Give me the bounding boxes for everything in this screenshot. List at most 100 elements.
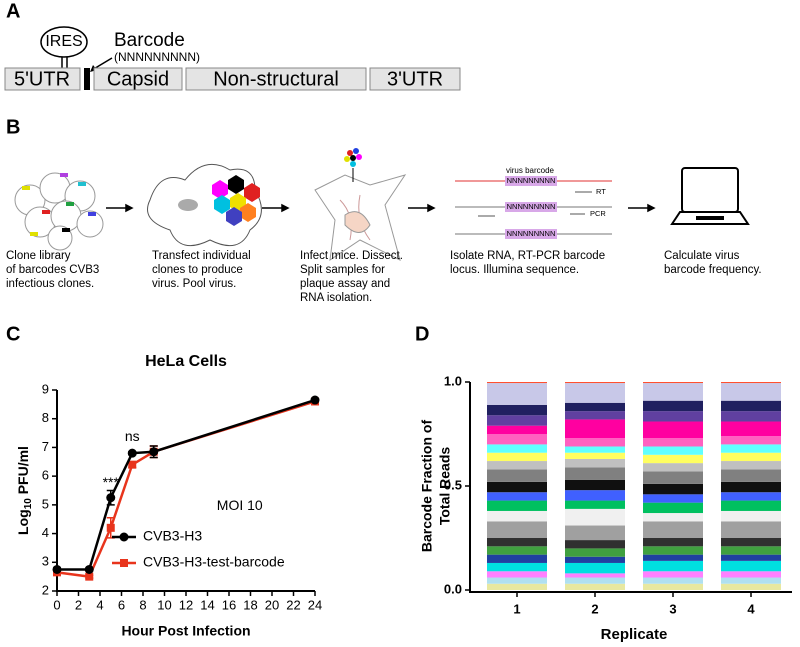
step-caption: barcode frequency. [664, 264, 762, 276]
bar-segment [721, 452, 781, 462]
legend-swatch [119, 532, 129, 542]
bar-segment [721, 577, 781, 584]
panel-letter: B [6, 116, 20, 138]
bar-segment [643, 438, 703, 447]
bar-segment [565, 525, 625, 541]
y-tick-label: 5 [42, 496, 49, 511]
genome-segment [93, 67, 183, 91]
bar-segment [487, 382, 547, 384]
marker [310, 395, 320, 405]
bar-segment [721, 481, 781, 493]
bar-segment [721, 538, 781, 547]
step-caption: clones to produce [152, 264, 243, 276]
barcode-seq: NNNNNNNNN [507, 202, 556, 211]
x-axis-label: Replicate [601, 626, 668, 643]
bar-segment [643, 446, 703, 455]
segment-label: 3'UTR [387, 68, 443, 90]
x-tick-label: 10 [157, 597, 171, 612]
virus-barcode-label: virus barcode [506, 166, 555, 175]
bar-segment [643, 471, 703, 484]
bar-segment [643, 521, 703, 538]
barcode-box [505, 176, 557, 186]
bar-segment [487, 461, 547, 470]
genome-segment [185, 67, 367, 91]
bar-segment [565, 438, 625, 447]
bar-segment [721, 469, 781, 482]
y-axis-label: Total Reads [437, 447, 453, 526]
genome-segment [369, 67, 461, 91]
bar-segment [721, 510, 781, 522]
bar-segment [487, 481, 547, 493]
nucleus [178, 199, 198, 211]
y-axis-label: Log10 PFU/ml [15, 446, 34, 535]
bar-segment [721, 436, 781, 445]
step-caption: Calculate virus [664, 250, 740, 262]
step-caption: Clone library [6, 250, 71, 262]
virus-hexagons [212, 175, 260, 226]
laptop-icon [670, 167, 750, 225]
bar-segment [487, 492, 547, 501]
bar-segment [565, 500, 625, 509]
bar-segment [721, 583, 781, 590]
x-axis-label: Hour Post Infection [121, 623, 250, 639]
x-tick-label: 6 [118, 597, 125, 612]
pcr-label: PCR [590, 209, 606, 218]
bar-segment [721, 571, 781, 578]
y-tick-label: 7 [42, 439, 49, 454]
y-tick-label: 0.5 [444, 477, 462, 492]
bar-segment [565, 411, 625, 420]
bar-segment [565, 452, 625, 459]
bar-segment [721, 400, 781, 412]
x-tick-label: 3 [669, 601, 676, 616]
y-axis-label-part: 10 [23, 498, 34, 510]
bar-segment [721, 461, 781, 470]
bar-segment [721, 444, 781, 453]
step-caption: of barcodes CVB3 [6, 264, 99, 276]
legend-label: CVB3-H3-test-barcode [143, 554, 285, 570]
x-tick-label: 18 [243, 597, 257, 612]
barcode-seq: (NNNNNNNNN) [114, 50, 200, 64]
barcode-label: Barcode [114, 30, 185, 51]
step-caption: Infect mice. Dissect. [300, 250, 403, 262]
x-tick-label: 22 [286, 597, 300, 612]
y-tick-label: 0.0 [444, 581, 462, 596]
x-tick-label: 14 [200, 597, 214, 612]
bar-segment [565, 490, 625, 501]
x-tick-label: 2 [75, 597, 82, 612]
x-tick-label: 8 [139, 597, 146, 612]
marker [85, 572, 94, 581]
bar-segment [565, 573, 625, 578]
bar-segment [565, 467, 625, 480]
x-tick-label: 2 [591, 601, 598, 616]
bar-segment [643, 502, 703, 514]
y-tick-label: 3 [42, 554, 49, 569]
bar-segment [643, 538, 703, 547]
bar-segment [721, 546, 781, 555]
bar-segment [643, 454, 703, 464]
annotation: *** [103, 474, 120, 490]
bar-segment [721, 560, 781, 572]
bar-segment [643, 577, 703, 584]
mouse-dissection-icon [314, 168, 407, 262]
marker [149, 447, 159, 457]
x-tick-label: 0 [53, 597, 60, 612]
chart-title: HeLa Cells [145, 353, 227, 370]
bar-segment [487, 538, 547, 547]
x-tick-label: 1 [513, 601, 520, 616]
bar-segment [643, 421, 703, 439]
x-tick-label: 16 [222, 597, 236, 612]
bar-segment [487, 500, 547, 511]
bar-segment [487, 383, 547, 405]
step-caption: RNA isolation. [300, 292, 372, 304]
bar-segment [565, 419, 625, 439]
step-caption: Transfect individual [152, 250, 251, 262]
bar-segment [487, 554, 547, 563]
bar-segment [565, 540, 625, 549]
genome-segment [4, 67, 81, 91]
bar-segment [487, 562, 547, 572]
bar-segment [565, 402, 625, 412]
bar-segment [565, 479, 625, 491]
x-tick-label: 4 [747, 601, 755, 616]
bar-segment [721, 411, 781, 422]
segment-label: Non-structural [213, 68, 339, 90]
